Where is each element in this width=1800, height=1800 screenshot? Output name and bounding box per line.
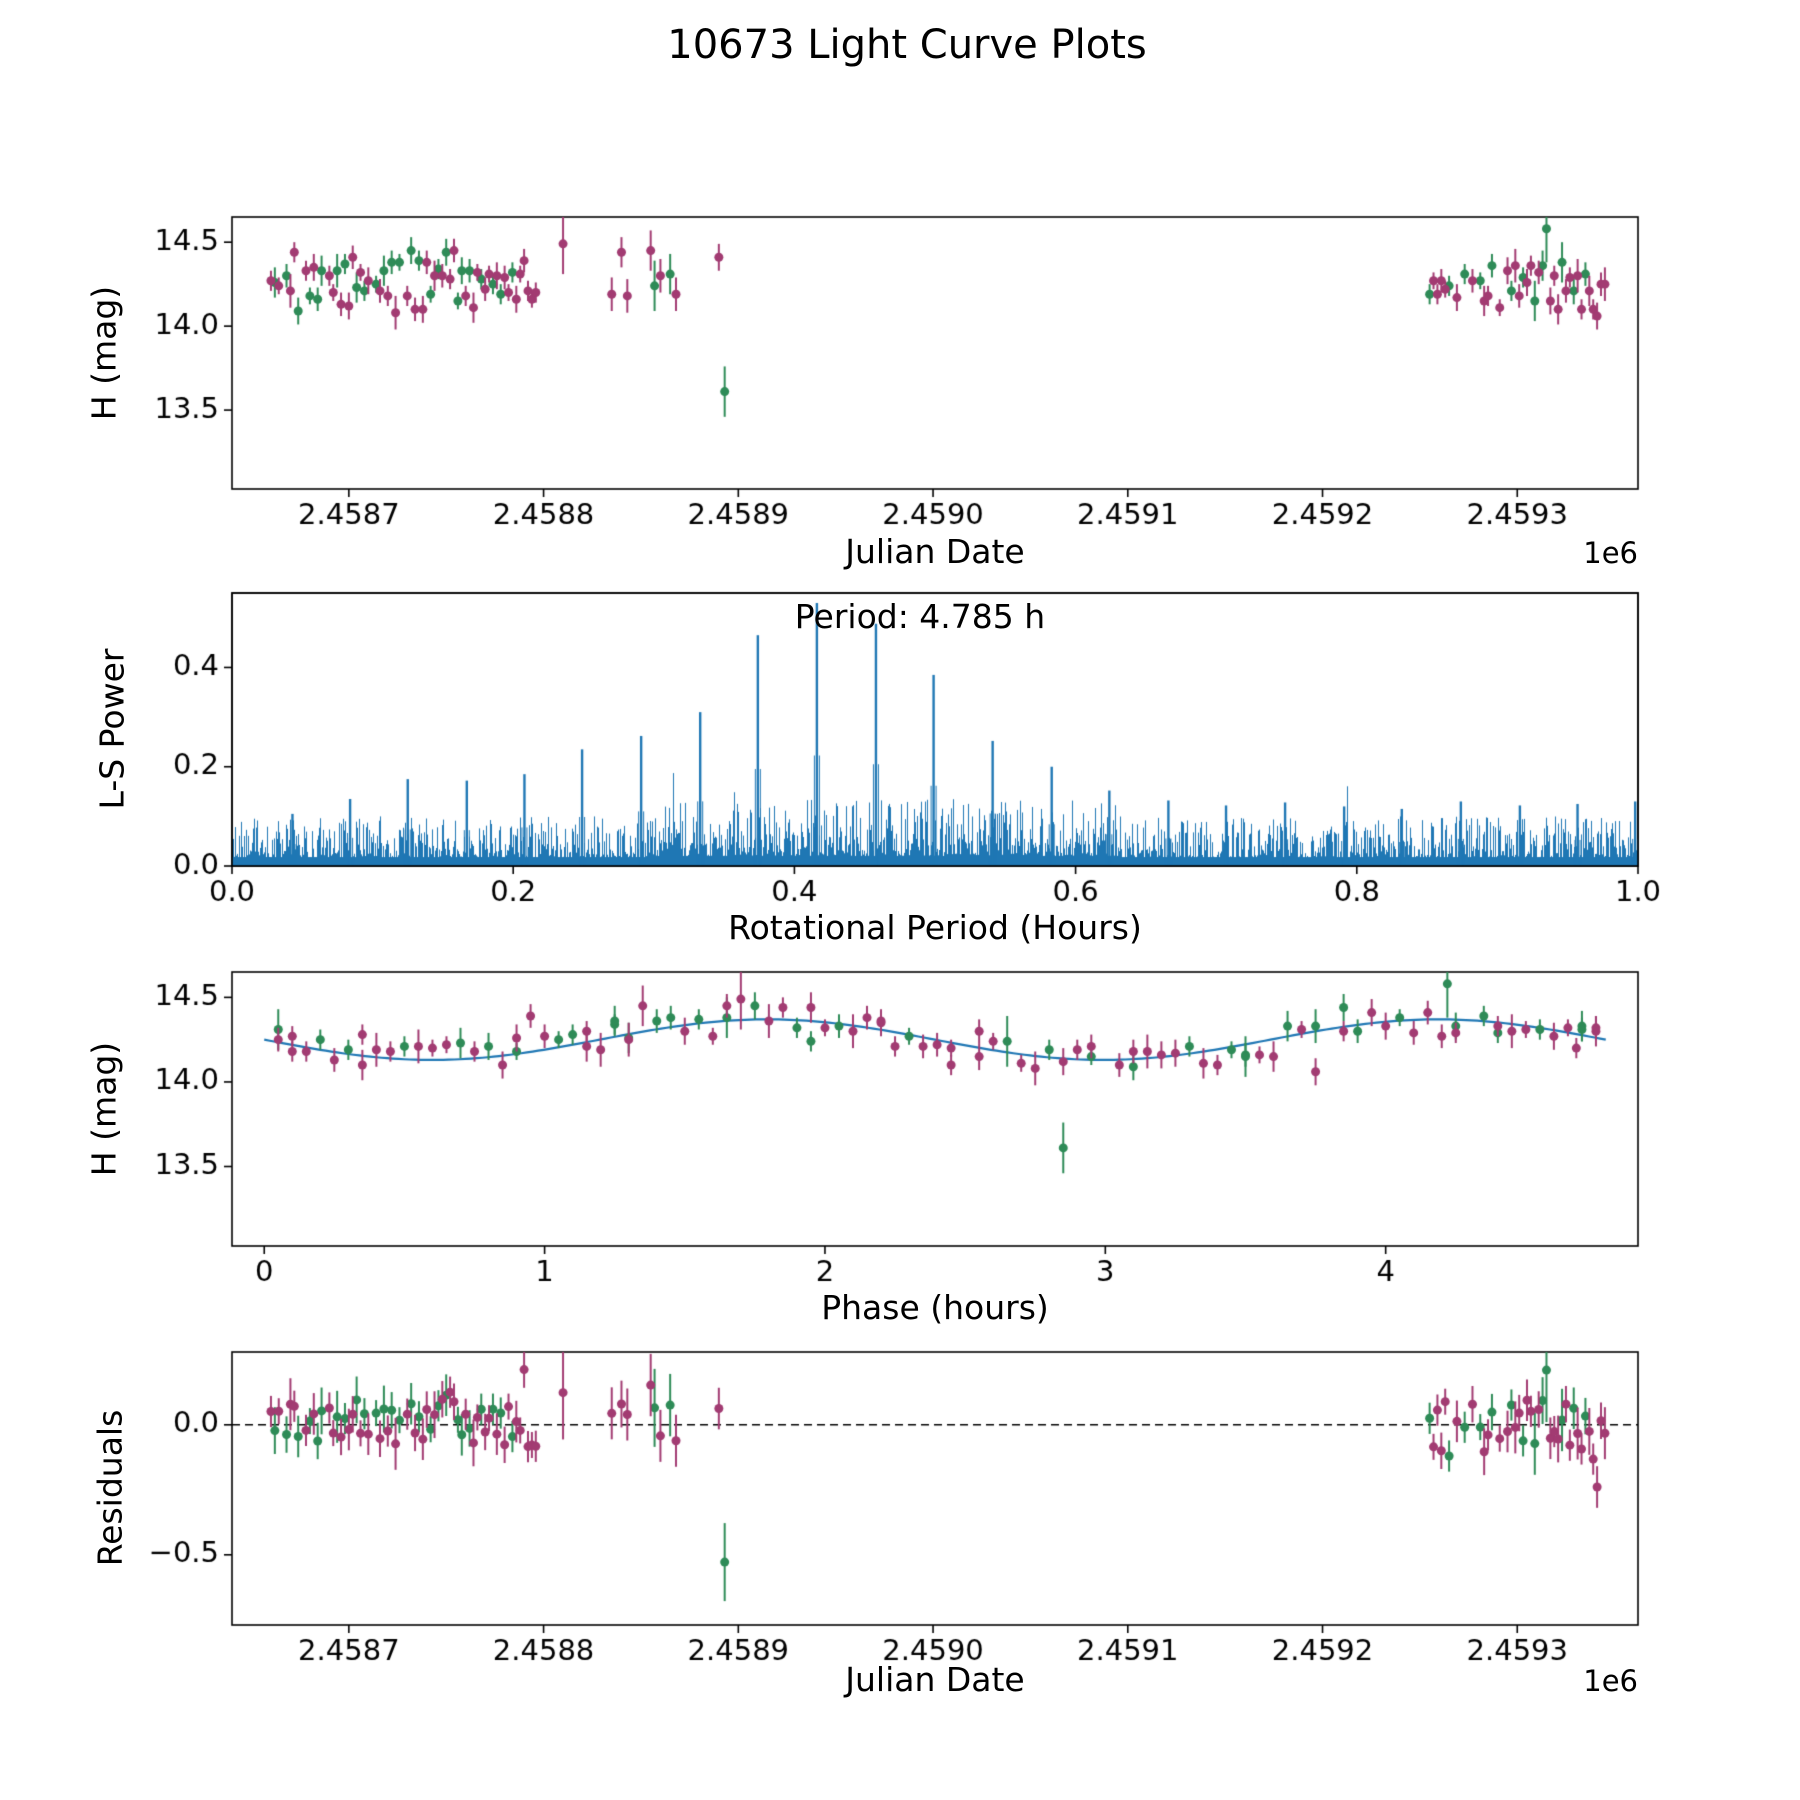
panel3-x-axis-label: Phase (hours) bbox=[821, 1288, 1049, 1327]
panel1-axis-offset-text: 1e6 bbox=[1583, 536, 1638, 570]
panel4-axis-offset-text: 1e6 bbox=[1583, 1664, 1638, 1698]
panel2-x-axis-label: Rotational Period (Hours) bbox=[728, 908, 1142, 947]
panel1-x-axis-label: Julian Date bbox=[845, 532, 1025, 571]
panel2-y-axis-label: L-S Power bbox=[92, 648, 132, 810]
panel3-y-axis-label: H (mag) bbox=[84, 1041, 124, 1177]
period-annotation: Period: 4.785 h bbox=[794, 597, 1046, 636]
panel4-y-axis-label: Residuals bbox=[90, 1409, 130, 1567]
panel1-y-axis-label: H (mag) bbox=[84, 285, 124, 421]
panel4-x-axis-label: Julian Date bbox=[845, 1660, 1025, 1699]
figure-title: 10673 Light Curve Plots bbox=[667, 22, 1147, 68]
